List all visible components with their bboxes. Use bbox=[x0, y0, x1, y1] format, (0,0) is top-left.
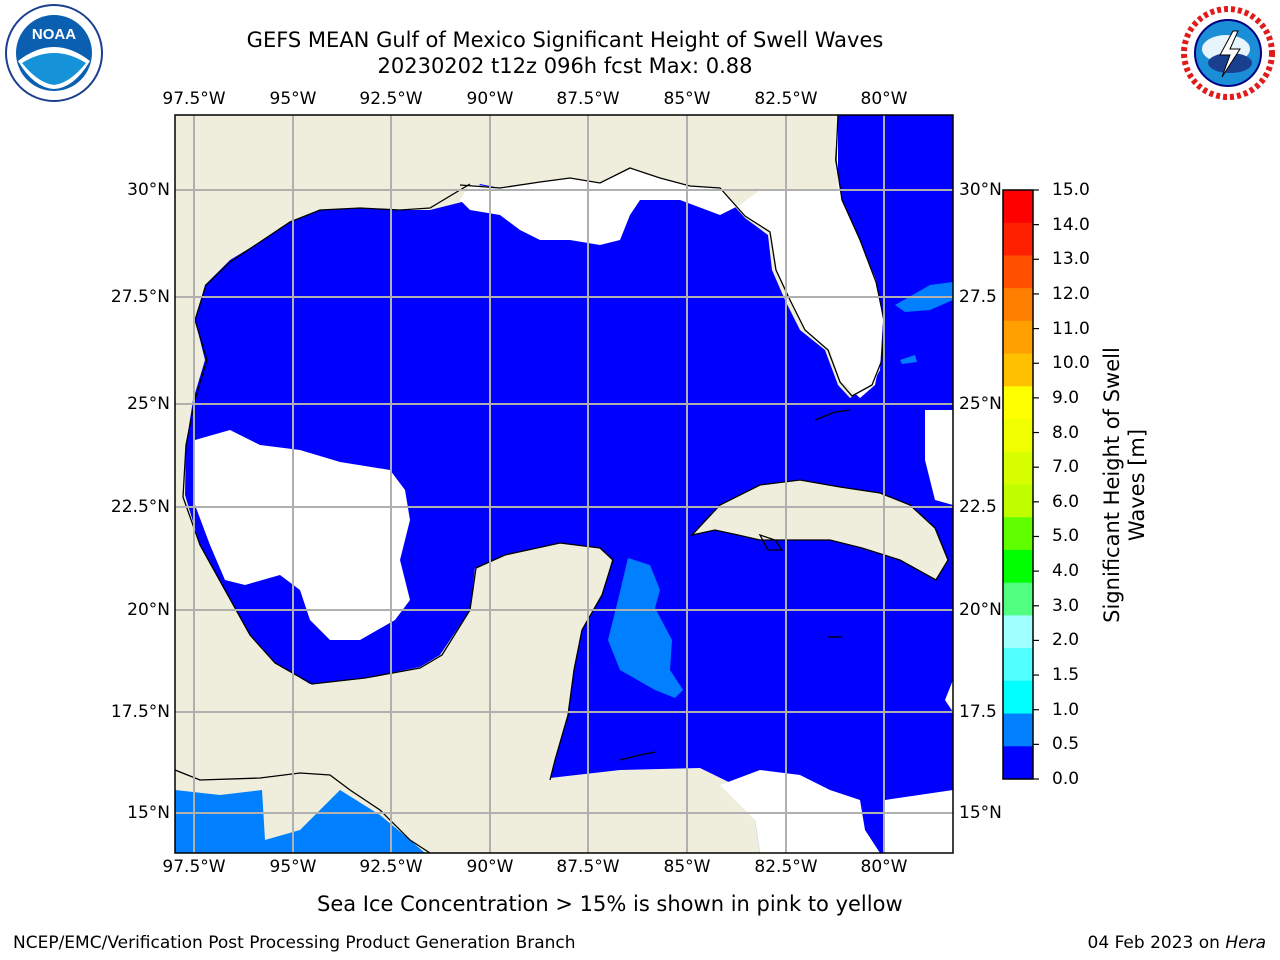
colorbar-tick-label: 14.0 bbox=[1052, 214, 1090, 235]
footer-date: 04 Feb 2023 on Hera bbox=[1088, 932, 1266, 954]
lat-tick-right: 25°N bbox=[959, 394, 1002, 414]
coastline bbox=[619, 751, 656, 761]
lat-tick-right: 17.5 bbox=[959, 702, 997, 722]
map-frame bbox=[174, 114, 954, 854]
lon-tick-bottom: 97.5°W bbox=[162, 857, 226, 877]
lon-tick-top: 87.5°W bbox=[556, 89, 620, 109]
colorbar-tick-label: 0.5 bbox=[1052, 734, 1080, 755]
noaa-logo-text: NOAA bbox=[32, 26, 76, 43]
lat-tick-right: 20°N bbox=[959, 600, 1002, 620]
colorbar-segment bbox=[1003, 386, 1033, 420]
lat-tick-left: 15°N bbox=[127, 803, 170, 823]
colorbar-tick-label: 12.0 bbox=[1052, 283, 1090, 304]
colorbar-segment bbox=[1003, 190, 1033, 224]
coastline bbox=[459, 115, 885, 397]
lat-tick-right: 22.5 bbox=[959, 497, 997, 517]
lat-tick-left: 30°N bbox=[127, 180, 170, 200]
nws-logo-icon bbox=[1181, 6, 1275, 100]
lon-tick-bottom: 90°W bbox=[466, 857, 514, 877]
footer-machine: Hera bbox=[1225, 933, 1266, 953]
colorbar-tick-label: 15.0 bbox=[1052, 180, 1090, 200]
colorbar-tick-label: 4.0 bbox=[1052, 561, 1080, 582]
coastline bbox=[814, 409, 851, 421]
no-data-region bbox=[195, 430, 410, 640]
colorbar-segment bbox=[1003, 419, 1033, 453]
colorbar-tick-label: 6.0 bbox=[1052, 491, 1080, 512]
colorbar-tick-label: 5.0 bbox=[1052, 526, 1080, 547]
noaa-logo-icon: NOAA bbox=[5, 4, 103, 102]
colorbar-segment bbox=[1003, 549, 1033, 584]
coastline bbox=[758, 533, 784, 551]
lon-tick-top: 80°W bbox=[860, 89, 908, 109]
lon-tick-top: 92.5°W bbox=[359, 89, 423, 109]
lon-tick-bottom: 85°W bbox=[663, 857, 711, 877]
lon-tick-top: 97.5°W bbox=[162, 89, 226, 109]
no-data-region bbox=[925, 410, 953, 505]
lon-tick-bottom: 82.5°W bbox=[754, 857, 818, 877]
colorbar-segment bbox=[1003, 353, 1033, 387]
colorbar-tick-label: 7.0 bbox=[1052, 457, 1080, 478]
coastline bbox=[690, 479, 949, 581]
colorbar-segment bbox=[1003, 451, 1033, 485]
colorbar-segment bbox=[1003, 680, 1033, 715]
colorbar-segment bbox=[1003, 517, 1033, 551]
lon-tick-bottom: 87.5°W bbox=[556, 857, 620, 877]
colorbar-segment bbox=[1003, 320, 1033, 355]
swell-mid-caribbean bbox=[175, 790, 425, 853]
colorbar-segment bbox=[1003, 582, 1033, 616]
lat-tick-right: 30°N bbox=[959, 180, 1002, 200]
lat-tick-left: 25°N bbox=[127, 394, 170, 414]
colorbar-tick-label: 1.0 bbox=[1052, 699, 1080, 720]
lon-tick-top: 85°W bbox=[663, 89, 711, 109]
colorbar-frame bbox=[1002, 189, 1034, 780]
map-layers bbox=[175, 115, 953, 853]
coastline bbox=[175, 769, 431, 853]
lon-tick-bottom: 80°W bbox=[860, 857, 908, 877]
colorbar-tick-label: 9.0 bbox=[1052, 387, 1080, 408]
chart-subtitle: 20230202 t12z 096h fcst Max: 0.88 bbox=[377, 54, 753, 78]
colorbar-label: Significant Height of Swell Waves [m] bbox=[1100, 347, 1149, 623]
lat-tick-left: 22.5°N bbox=[110, 497, 170, 517]
colorbar-segment bbox=[1003, 746, 1033, 780]
colorbar-tick-label: 2.0 bbox=[1052, 630, 1080, 651]
lat-tick-left: 27.5°N bbox=[110, 287, 170, 307]
lat-tick-right: 27.5 bbox=[959, 287, 997, 307]
footer-credit: NCEP/EMC/Verification Post Processing Pr… bbox=[13, 933, 576, 953]
swell-mid-yucatan bbox=[608, 558, 683, 698]
lat-tick-right: 15°N bbox=[959, 803, 1002, 823]
colorbar-segment bbox=[1003, 484, 1033, 518]
footer-date-text: 04 Feb 2023 on bbox=[1087, 933, 1226, 953]
colorbar-segment bbox=[1003, 713, 1033, 747]
colorbar-tick-label: 3.0 bbox=[1052, 595, 1080, 616]
colorbar-tick-label: 13.0 bbox=[1052, 249, 1090, 270]
coastline bbox=[182, 183, 614, 781]
swell-mid-bahamas bbox=[900, 355, 917, 364]
lat-tick-left: 17.5°N bbox=[110, 702, 170, 722]
colorbar-segment bbox=[1003, 288, 1033, 322]
lon-tick-top: 90°W bbox=[466, 89, 514, 109]
colorbar-tick-label: 1.5 bbox=[1052, 665, 1080, 686]
lon-tick-bottom: 95°W bbox=[269, 857, 317, 877]
no-data-region bbox=[885, 790, 953, 853]
colorbar-segment bbox=[1003, 615, 1033, 649]
colorbar-tick-label: 8.0 bbox=[1052, 422, 1080, 443]
colorbar-segment bbox=[1003, 255, 1033, 289]
colorbar-segment bbox=[1003, 222, 1033, 256]
lon-tick-top: 82.5°W bbox=[754, 89, 818, 109]
colorbar-tick-label: 0.0 bbox=[1052, 769, 1080, 789]
colorbar-segment bbox=[1003, 648, 1033, 682]
no-data-region bbox=[945, 680, 953, 712]
colorbar-tick-label: 10.0 bbox=[1052, 353, 1090, 374]
colorbar-tick-label: 11.0 bbox=[1052, 318, 1090, 339]
chart-title: GEFS MEAN Gulf of Mexico Significant Hei… bbox=[246, 28, 884, 52]
lon-tick-top: 95°W bbox=[269, 89, 317, 109]
no-data-region bbox=[720, 770, 880, 853]
lon-tick-bottom: 92.5°W bbox=[359, 857, 423, 877]
lat-tick-left: 20°N bbox=[127, 600, 170, 620]
sea-ice-note: Sea Ice Concentration > 15% is shown in … bbox=[317, 892, 903, 916]
